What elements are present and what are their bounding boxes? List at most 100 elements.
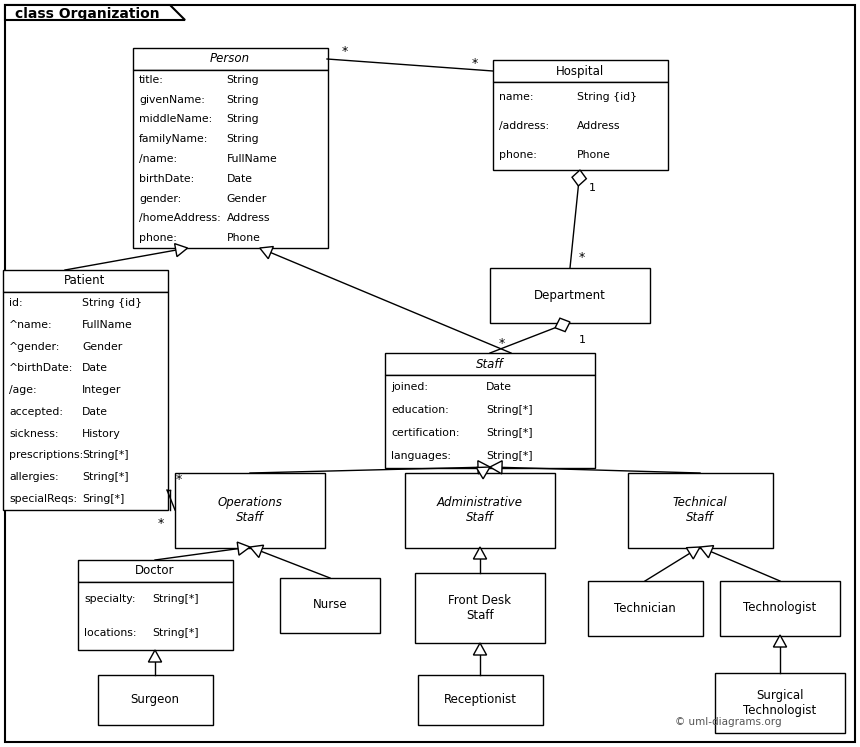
Bar [98, 675, 213, 725]
Text: String: String [226, 75, 259, 85]
Bar [3, 292, 168, 510]
Text: familyName:: familyName: [139, 134, 208, 144]
Text: class Organization: class Organization [15, 7, 160, 21]
Text: String[*]: String[*] [83, 472, 129, 483]
Text: joined:: joined: [391, 382, 428, 391]
Polygon shape [5, 5, 185, 20]
Text: 1: 1 [579, 335, 586, 345]
Text: FullName: FullName [226, 154, 277, 164]
Text: String {id}: String {id} [577, 92, 637, 102]
Text: /address:: /address: [499, 121, 550, 131]
Text: 1: 1 [588, 183, 595, 193]
Text: Date: Date [83, 363, 108, 374]
Text: String[*]: String[*] [83, 450, 129, 460]
Text: © uml-diagrams.org: © uml-diagrams.org [675, 717, 782, 727]
Bar [418, 675, 543, 725]
Text: /name:: /name: [139, 154, 177, 164]
Bar [415, 573, 545, 643]
Text: Gender: Gender [226, 193, 267, 203]
Polygon shape [473, 643, 487, 655]
Text: /age:: /age: [9, 385, 37, 395]
Text: *: * [342, 45, 348, 58]
Bar [78, 560, 233, 582]
Text: title:: title: [139, 75, 164, 85]
Bar [3, 270, 168, 292]
Polygon shape [686, 547, 700, 559]
Text: gender:: gender: [139, 193, 181, 203]
Bar [715, 673, 845, 733]
Text: id:: id: [9, 298, 22, 308]
Text: Operations
Staff: Operations Staff [218, 496, 282, 524]
Text: Staff: Staff [476, 358, 504, 371]
Text: Address: Address [577, 121, 621, 131]
Text: History: History [83, 429, 121, 438]
Text: *: * [158, 518, 164, 530]
Text: education:: education: [391, 405, 449, 415]
Text: *: * [499, 336, 505, 350]
Text: String: String [226, 114, 259, 125]
Text: Surgical
Technologist: Surgical Technologist [743, 689, 817, 717]
Text: Sring[*]: Sring[*] [83, 494, 125, 504]
Polygon shape [490, 461, 502, 474]
Polygon shape [473, 547, 487, 559]
Text: *: * [579, 252, 585, 264]
Text: String {id}: String {id} [83, 298, 142, 308]
Text: phone:: phone: [499, 150, 537, 161]
Text: *: * [472, 57, 478, 69]
Bar [628, 473, 773, 548]
Bar [493, 82, 668, 170]
Bar [133, 70, 328, 248]
Text: String[*]: String[*] [152, 594, 199, 604]
Text: ^name:: ^name: [9, 320, 52, 329]
Bar [588, 581, 703, 636]
Text: ^gender:: ^gender: [9, 341, 60, 352]
Bar [385, 375, 595, 468]
Text: prescriptions:: prescriptions: [9, 450, 83, 460]
Polygon shape [237, 542, 250, 555]
Text: Address: Address [226, 214, 270, 223]
Text: Department: Department [534, 288, 606, 302]
Text: Phone: Phone [577, 150, 611, 161]
Text: /homeAddress:: /homeAddress: [139, 214, 221, 223]
Polygon shape [773, 635, 787, 647]
Bar [133, 48, 328, 70]
Text: Integer: Integer [83, 385, 121, 395]
Text: languages:: languages: [391, 451, 451, 462]
Text: Front Desk
Staff: Front Desk Staff [449, 594, 512, 622]
Text: birthDate:: birthDate: [139, 174, 194, 184]
Text: Administrative
Staff: Administrative Staff [437, 496, 523, 524]
Polygon shape [572, 170, 587, 186]
Text: Date: Date [226, 174, 253, 184]
Polygon shape [555, 318, 570, 332]
Text: name:: name: [499, 92, 533, 102]
Text: Technical
Staff: Technical Staff [673, 496, 728, 524]
Bar [720, 581, 840, 636]
Polygon shape [250, 545, 263, 557]
Polygon shape [175, 244, 187, 257]
Text: phone:: phone: [139, 233, 177, 243]
Text: Technician: Technician [614, 601, 676, 615]
Text: Doctor: Doctor [135, 565, 175, 577]
Text: String[*]: String[*] [486, 451, 532, 462]
Text: ^birthDate:: ^birthDate: [9, 363, 73, 374]
Text: Surgeon: Surgeon [131, 693, 180, 707]
Polygon shape [700, 545, 714, 558]
Text: String[*]: String[*] [486, 405, 532, 415]
Polygon shape [260, 247, 273, 258]
Text: String[*]: String[*] [486, 428, 532, 438]
Text: locations:: locations: [84, 628, 137, 638]
Polygon shape [476, 467, 490, 479]
Text: Technologist: Technologist [743, 601, 817, 615]
Text: *: * [176, 474, 182, 486]
Text: FullName: FullName [83, 320, 133, 329]
Text: specialty:: specialty: [84, 594, 136, 604]
Bar [175, 473, 325, 548]
Bar [385, 353, 595, 375]
Text: sickness:: sickness: [9, 429, 58, 438]
Bar [78, 582, 233, 650]
Text: middleName:: middleName: [139, 114, 212, 125]
Polygon shape [478, 461, 490, 474]
Text: specialReqs:: specialReqs: [9, 494, 77, 504]
Text: String[*]: String[*] [152, 628, 199, 638]
Text: Hospital: Hospital [556, 64, 604, 78]
